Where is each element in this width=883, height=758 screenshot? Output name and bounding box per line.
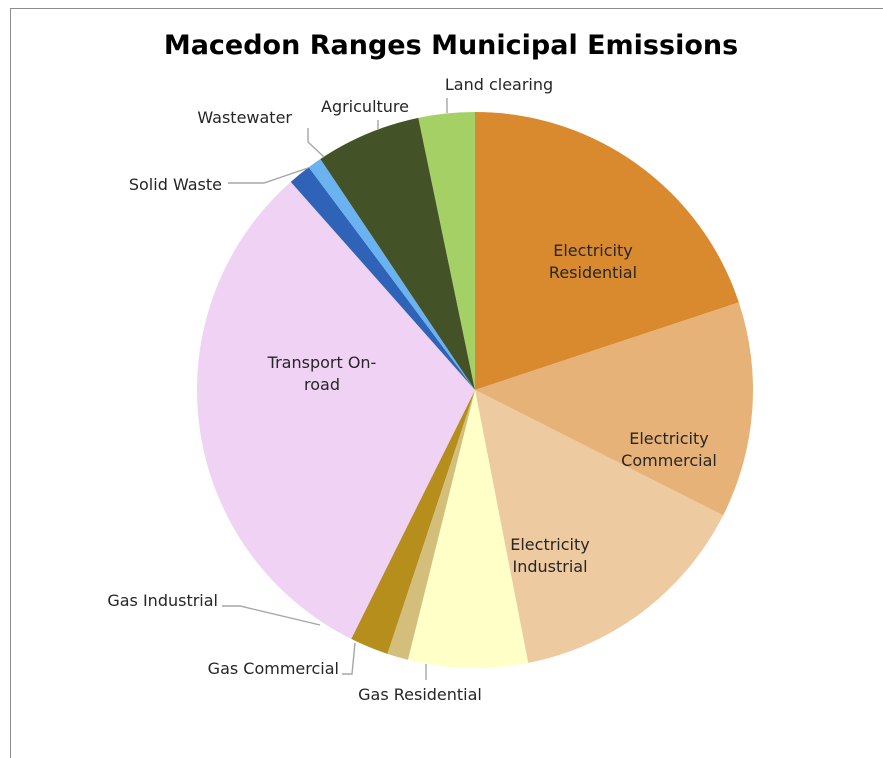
slice-gas-commercial xyxy=(387,390,475,660)
label-wastewater: Wastewater xyxy=(197,108,292,127)
label-land-clearing: Land clearing xyxy=(445,75,553,94)
label-line: Electricity xyxy=(510,535,589,554)
slice-solid-waste xyxy=(290,167,475,390)
label-line: road xyxy=(304,375,340,394)
label-leader-lines xyxy=(222,98,448,680)
leader-gas-industrial xyxy=(222,605,321,626)
slice-gas-industrial xyxy=(351,390,475,654)
slice-land-clearing xyxy=(418,112,475,390)
slice-agriculture xyxy=(320,117,475,390)
label-gas-commercial: Gas Commercial xyxy=(208,659,339,678)
label-electricity-commercial: Electricity Commercial xyxy=(621,429,717,470)
slice-wastewater xyxy=(308,158,475,390)
leader-wastewater xyxy=(307,128,325,158)
slice-electricity-industrial xyxy=(475,390,724,663)
label-line: Commercial xyxy=(621,451,717,470)
label-transport-on-road: Transport On-road xyxy=(267,353,377,394)
label-gas-industrial: Gas Industrial xyxy=(107,591,218,610)
label-electricity-industrial: Electricity Industrial xyxy=(510,535,589,576)
leader-solid-waste xyxy=(228,167,309,184)
label-line: Electricity xyxy=(553,241,632,260)
label-electricity-residential: Electricity Residential xyxy=(549,241,637,282)
slice-electricity-commercial xyxy=(475,302,753,516)
slice-gas-residential xyxy=(407,390,529,668)
label-line: Residential xyxy=(549,263,637,282)
leader-gas-commercial xyxy=(342,642,356,675)
label-gas-residential: Gas Residential xyxy=(358,685,482,704)
pie-slices xyxy=(196,112,753,668)
chart-title: Macedon Ranges Municipal Emissions xyxy=(164,30,738,61)
label-line: Transport On- xyxy=(267,353,377,372)
label-line: Electricity xyxy=(629,429,708,448)
label-agriculture: Agriculture xyxy=(321,97,409,116)
slice-transport-on-road xyxy=(196,181,475,639)
label-solid-waste: Solid Waste xyxy=(129,175,222,194)
label-line: Industrial xyxy=(512,557,587,576)
slice-labels: Electricity Residential Electricity Commerc… xyxy=(107,75,717,704)
slice-electricity-residential xyxy=(475,112,739,390)
